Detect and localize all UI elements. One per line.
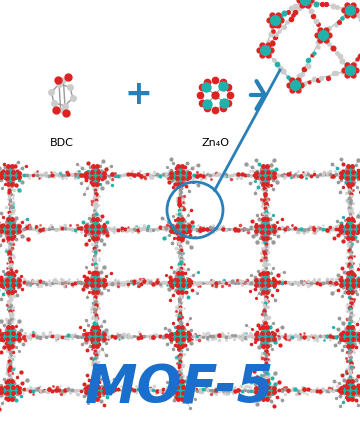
Text: Zn₄O: Zn₄O <box>201 138 229 148</box>
Text: MOF-5: MOF-5 <box>85 363 275 415</box>
Text: +: + <box>124 78 152 112</box>
Text: BDC: BDC <box>50 138 74 148</box>
